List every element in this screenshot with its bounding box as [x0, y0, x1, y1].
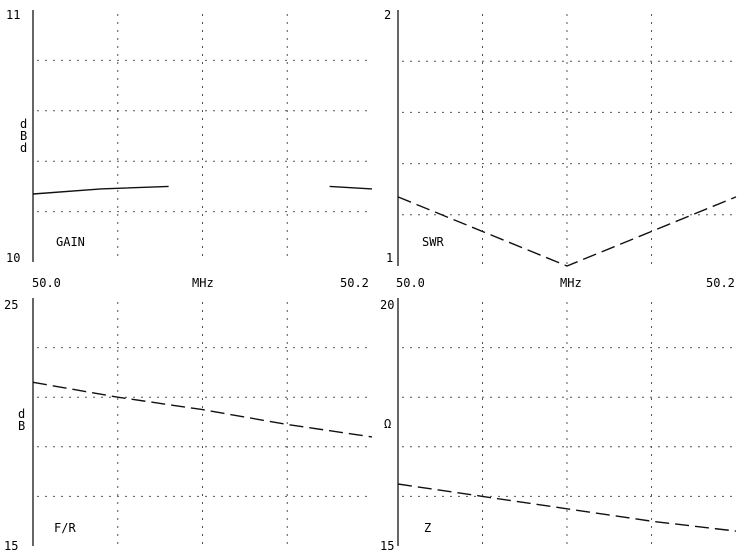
gain-x-label: MHz — [192, 276, 214, 290]
fr-y-label: d B — [18, 407, 32, 433]
swr-panel: 2 1 50.0 MHz 50.2 SWR — [384, 8, 737, 290]
swr-x-tick-right: 50.2 — [706, 276, 735, 290]
gain-x-tick-right: 50.2 — [340, 276, 369, 290]
gain-y-tick-bottom: 10 — [6, 251, 20, 265]
fr-panel: 25 15 d B F/R — [4, 298, 373, 552]
fr-series-name: F/R — [54, 521, 76, 535]
z-series-name: Z — [424, 521, 431, 535]
swr-y-tick-bottom: 1 — [386, 251, 393, 265]
z-y-tick-bottom: 15 — [380, 539, 394, 552]
swr-x-tick-left: 50.0 — [396, 276, 425, 290]
gain-series-name: GAIN — [56, 235, 85, 249]
gain-x-tick-left: 50.0 — [32, 276, 61, 290]
gain-series-line — [329, 185, 373, 190]
gain-y-tick-top: 11 — [6, 8, 20, 22]
swr-x-label: MHz — [560, 276, 582, 290]
fr-series-line — [32, 381, 373, 438]
swr-series-name: SWR — [422, 235, 444, 249]
z-y-tick-top: 20 — [380, 298, 394, 312]
fr-y-tick-bottom: 15 — [4, 539, 18, 552]
z-panel: 20 15 Ω Z — [380, 298, 737, 552]
gain-series-line — [32, 185, 169, 195]
z-series-line — [397, 483, 737, 532]
swr-series-line — [397, 196, 737, 267]
swr-y-tick-top: 2 — [384, 8, 391, 22]
fr-y-tick-top: 25 — [4, 298, 18, 312]
z-y-label: Ω — [384, 417, 391, 431]
